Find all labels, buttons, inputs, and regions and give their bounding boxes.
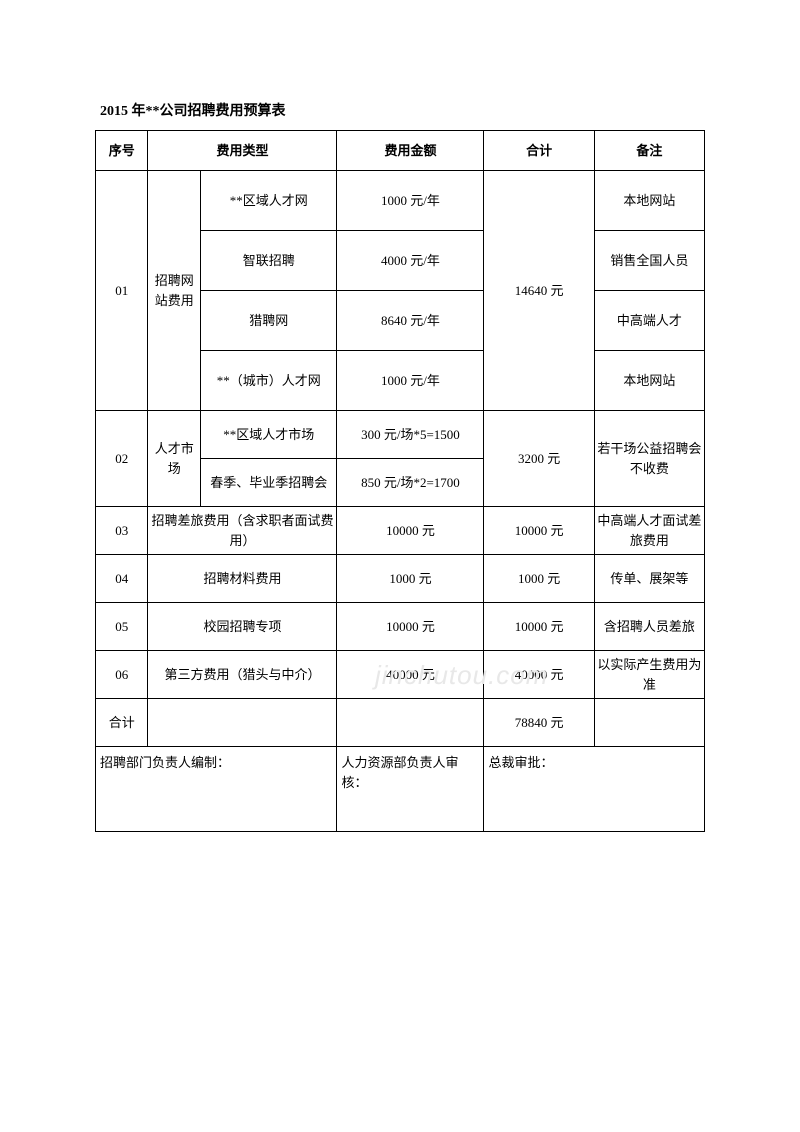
cell-type: 招聘差旅费用（含求职者面试费用） — [148, 507, 337, 555]
cell-amount: 10000 元 — [337, 507, 484, 555]
cell-amount: 1000 元 — [337, 555, 484, 603]
cell-item-name: 猎聘网 — [200, 291, 337, 351]
cell-seq: 04 — [96, 555, 148, 603]
cell-item-name: **区域人才网 — [200, 171, 337, 231]
cell-total: 10000 元 — [484, 507, 594, 555]
budget-table: 序号 费用类型 费用金额 合计 备注 01 招聘网站费用 **区域人才网 100… — [95, 130, 705, 832]
cell-grand-total: 78840 元 — [484, 699, 594, 747]
cell-amount: 40000 元 — [337, 651, 484, 699]
cell-category: 人才市场 — [148, 411, 200, 507]
table-row: 06 第三方费用（猎头与中介） 40000 元 40000 元 以实际产生费用为… — [96, 651, 705, 699]
page-title: 2015 年**公司招聘费用预算表 — [95, 100, 705, 120]
cell-seq: 06 — [96, 651, 148, 699]
cell-type: 第三方费用（猎头与中介） — [148, 651, 337, 699]
cell-category: 招聘网站费用 — [148, 171, 200, 411]
cell-item-amount: 300 元/场*5=1500 — [337, 411, 484, 459]
cell-note: 含招聘人员差旅 — [594, 603, 704, 651]
cell-total: 3200 元 — [484, 411, 594, 507]
cell-note: 本地网站 — [594, 351, 704, 411]
cell-note: 以实际产生费用为准 — [594, 651, 704, 699]
table-total-row: 合计 78840 元 — [96, 699, 705, 747]
cell-item-amount: 850 元/场*2=1700 — [337, 459, 484, 507]
cell-sig-prepare: 招聘部门负责人编制： — [96, 747, 337, 832]
header-seq: 序号 — [96, 131, 148, 171]
cell-note: 本地网站 — [594, 171, 704, 231]
cell-seq: 02 — [96, 411, 148, 507]
cell-total: 10000 元 — [484, 603, 594, 651]
table-row: 05 校园招聘专项 10000 元 10000 元 含招聘人员差旅 — [96, 603, 705, 651]
cell-type: 校园招聘专项 — [148, 603, 337, 651]
cell-item-amount: 8640 元/年 — [337, 291, 484, 351]
table-header-row: 序号 费用类型 费用金额 合计 备注 — [96, 131, 705, 171]
cell-empty — [594, 699, 704, 747]
cell-item-name: **区域人才市场 — [200, 411, 337, 459]
cell-note: 若干场公益招聘会不收费 — [594, 411, 704, 507]
cell-item-amount: 1000 元/年 — [337, 171, 484, 231]
cell-item-amount: 1000 元/年 — [337, 351, 484, 411]
cell-total: 1000 元 — [484, 555, 594, 603]
cell-type: 招聘材料费用 — [148, 555, 337, 603]
cell-total: 14640 元 — [484, 171, 594, 411]
table-row: 03 招聘差旅费用（含求职者面试费用） 10000 元 10000 元 中高端人… — [96, 507, 705, 555]
table-row: 04 招聘材料费用 1000 元 1000 元 传单、展架等 — [96, 555, 705, 603]
cell-seq: 01 — [96, 171, 148, 411]
cell-item-name: **（城市）人才网 — [200, 351, 337, 411]
header-total: 合计 — [484, 131, 594, 171]
header-note: 备注 — [594, 131, 704, 171]
table-row: 01 招聘网站费用 **区域人才网 1000 元/年 14640 元 本地网站 — [96, 171, 705, 231]
cell-amount: 10000 元 — [337, 603, 484, 651]
cell-total: 40000 元 — [484, 651, 594, 699]
cell-seq: 03 — [96, 507, 148, 555]
cell-note: 中高端人才面试差旅费用 — [594, 507, 704, 555]
cell-item-name: 春季、毕业季招聘会 — [200, 459, 337, 507]
cell-seq: 05 — [96, 603, 148, 651]
cell-total-label: 合计 — [96, 699, 148, 747]
signature-row: 招聘部门负责人编制： 人力资源部负责人审核： 总裁审批： — [96, 747, 705, 832]
cell-item-name: 智联招聘 — [200, 231, 337, 291]
cell-note: 中高端人才 — [594, 291, 704, 351]
header-amount: 费用金额 — [337, 131, 484, 171]
cell-item-amount: 4000 元/年 — [337, 231, 484, 291]
cell-sig-approve: 总裁审批： — [484, 747, 705, 832]
header-type: 费用类型 — [148, 131, 337, 171]
table-row: 02 人才市场 **区域人才市场 300 元/场*5=1500 3200 元 若… — [96, 411, 705, 459]
cell-empty — [337, 699, 484, 747]
cell-empty — [148, 699, 337, 747]
cell-note: 销售全国人员 — [594, 231, 704, 291]
cell-note: 传单、展架等 — [594, 555, 704, 603]
cell-sig-review: 人力资源部负责人审核： — [337, 747, 484, 832]
